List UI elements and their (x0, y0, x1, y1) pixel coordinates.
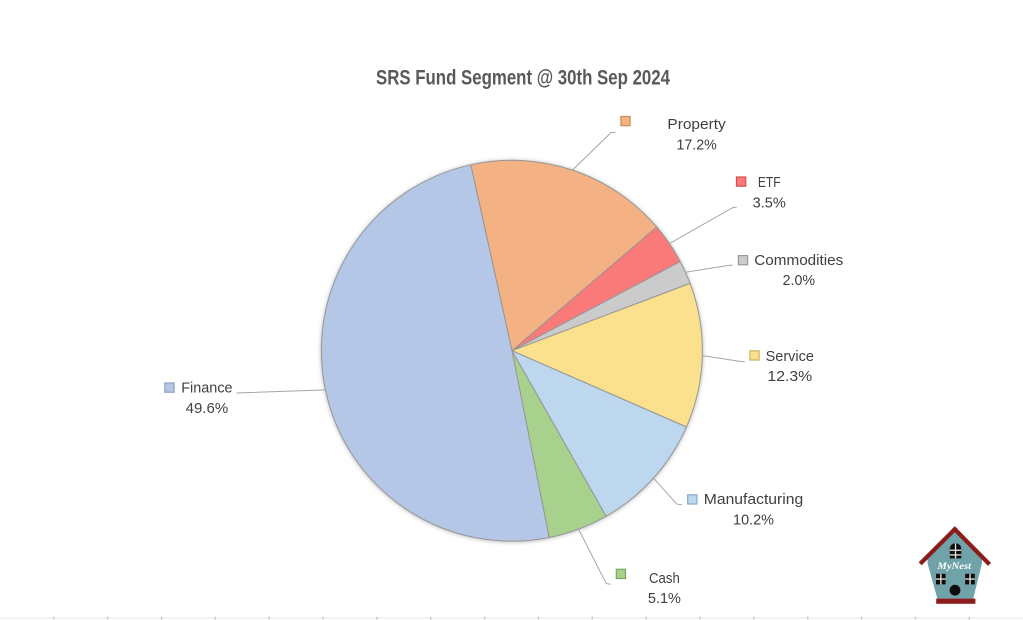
svg-text:Cash: Cash (649, 570, 680, 587)
svg-text:Manufacturing: Manufacturing (704, 491, 803, 508)
svg-text:17.2%: 17.2% (676, 137, 716, 154)
svg-text:MyNest: MyNest (936, 562, 971, 572)
svg-text:49.6%: 49.6% (186, 400, 229, 417)
svg-text:ETF: ETF (758, 174, 781, 191)
svg-text:Property: Property (667, 116, 726, 133)
svg-text:3.5%: 3.5% (753, 194, 786, 211)
svg-text:2.0%: 2.0% (783, 272, 815, 289)
svg-text:Finance: Finance (181, 380, 232, 397)
svg-text:12.3%: 12.3% (767, 368, 812, 385)
svg-text:SRS Fund Segment @ 30th Sep 20: SRS Fund Segment @ 30th Sep 2024 (376, 67, 670, 90)
svg-text:10.2%: 10.2% (733, 511, 774, 528)
svg-text:5.1%: 5.1% (648, 590, 681, 607)
svg-text:Commodities: Commodities (754, 252, 843, 269)
svg-text:Service: Service (766, 348, 814, 365)
